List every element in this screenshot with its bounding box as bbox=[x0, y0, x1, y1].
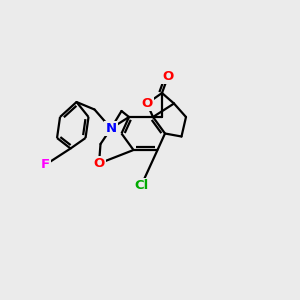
Text: N: N bbox=[106, 122, 117, 135]
Text: Cl: Cl bbox=[134, 179, 148, 193]
Text: O: O bbox=[162, 70, 174, 83]
Text: F: F bbox=[40, 158, 50, 172]
Text: O: O bbox=[141, 97, 153, 110]
Text: O: O bbox=[93, 157, 105, 170]
